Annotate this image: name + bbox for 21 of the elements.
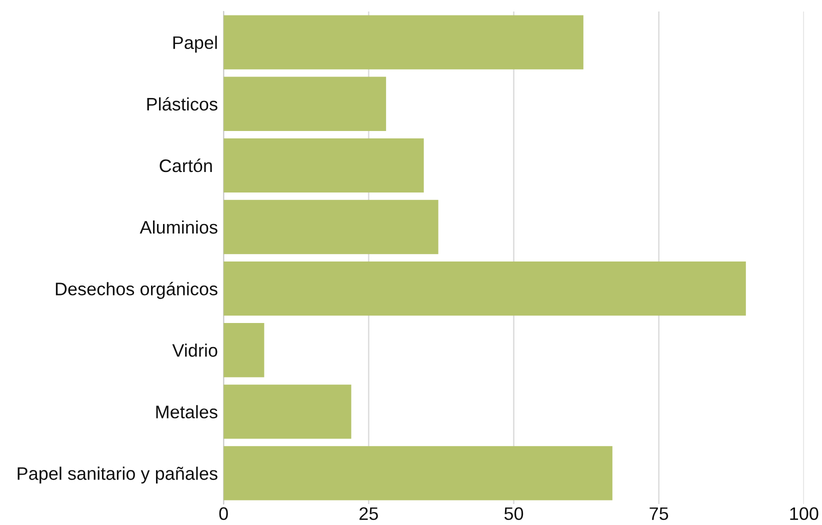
- x-tick-label: 0: [219, 507, 228, 520]
- x-tick-label: 100: [790, 507, 818, 520]
- bar: [224, 384, 352, 439]
- bar: [224, 15, 584, 70]
- bar: [224, 76, 386, 131]
- y-tick-label: Desechos orgánicos: [56, 282, 218, 299]
- x-tick-label: 50: [504, 507, 524, 520]
- y-tick-label: Cartón: [160, 158, 212, 172]
- x-tick-label: 75: [650, 507, 668, 520]
- bar: [224, 138, 424, 193]
- bar: [224, 323, 264, 378]
- y-tick-label: Plásticos: [147, 97, 218, 111]
- y-tick-label: Aluminios: [140, 220, 218, 234]
- y-tick-label: Papel: [173, 36, 217, 53]
- x-tick-label: 25: [360, 507, 378, 520]
- bar: [224, 446, 612, 500]
- y-tick-label: Papel sanitario y pañales: [18, 466, 218, 484]
- y-tick-label: Vidrio: [172, 344, 218, 357]
- bar: [224, 261, 746, 316]
- y-tick-label: Metales: [156, 405, 218, 418]
- bar: [224, 200, 438, 254]
